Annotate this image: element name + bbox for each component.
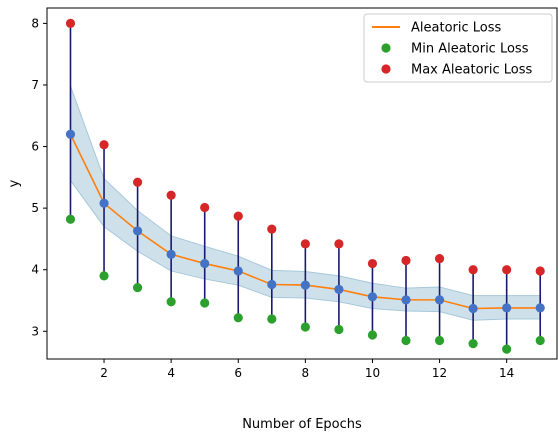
mean-point xyxy=(434,295,445,305)
mean-point xyxy=(367,292,378,302)
min-point xyxy=(132,282,143,293)
mean-point xyxy=(334,284,344,295)
mean-point xyxy=(65,129,76,139)
max-point xyxy=(166,190,176,200)
x-axis-label: Number of Epochs xyxy=(242,417,362,432)
min-point xyxy=(468,339,478,349)
min-point xyxy=(502,344,512,354)
max-point xyxy=(200,202,210,213)
max-point xyxy=(434,254,445,264)
mean-point xyxy=(166,249,176,259)
min-point xyxy=(334,324,344,335)
y-axis-label: y xyxy=(7,179,22,187)
min-point xyxy=(367,330,378,340)
x-tick-label: 12 xyxy=(432,366,447,380)
max-point xyxy=(367,258,378,269)
max-point xyxy=(267,224,277,234)
min-point xyxy=(65,214,76,224)
plot-frame xyxy=(46,7,558,360)
max-point xyxy=(233,211,243,221)
scatter-points xyxy=(65,18,545,354)
legend-entry-label: Aleatoric Loss xyxy=(411,21,501,36)
min-point xyxy=(401,335,411,346)
x-axis-ticks: 2 4 6 8 10 12 14 xyxy=(100,359,514,380)
mean-point xyxy=(99,198,109,208)
y-tick-label: 7 xyxy=(31,78,39,92)
x-tick-label: 4 xyxy=(167,366,175,380)
min-point xyxy=(535,335,545,346)
mean-point xyxy=(401,295,411,305)
max-point xyxy=(65,18,76,28)
mean-point xyxy=(132,226,143,236)
y-tick-label: 4 xyxy=(31,263,39,277)
min-point xyxy=(166,297,176,307)
mean-point xyxy=(300,280,310,290)
max-point xyxy=(300,239,310,249)
y-tick-label: 6 xyxy=(31,140,39,154)
min-point xyxy=(300,322,310,332)
max-point xyxy=(334,239,344,249)
x-tick-label: 10 xyxy=(365,366,380,380)
x-tick-label: 8 xyxy=(302,366,310,380)
legend-entry-label: Max Aleatoric Loss xyxy=(411,63,533,78)
mean-point xyxy=(267,279,277,290)
legend-entry-label: Min Aleatoric Loss xyxy=(411,42,529,57)
mean-point xyxy=(535,303,545,313)
max-point xyxy=(132,177,143,187)
y-tick-label: 3 xyxy=(31,324,39,338)
min-point xyxy=(267,314,277,324)
y-tick-label: 8 xyxy=(31,16,39,30)
mean-point xyxy=(468,303,478,314)
y-axis-ticks: 3 4 5 6 7 8 xyxy=(31,16,47,338)
mean-point xyxy=(502,303,512,313)
max-point xyxy=(535,266,545,276)
mean-point xyxy=(200,258,210,269)
legend-box xyxy=(363,13,553,83)
legend: Aleatoric Loss Min Aleatoric Loss Max Alea… xyxy=(363,13,553,83)
min-point xyxy=(434,335,445,346)
max-point xyxy=(99,140,109,150)
x-tick-label: 2 xyxy=(100,366,108,380)
legend-marker-swatch xyxy=(381,43,391,53)
max-point xyxy=(502,265,512,275)
y-tick-label: 5 xyxy=(31,201,39,215)
legend-marker-swatch xyxy=(381,64,391,74)
mean-point xyxy=(233,266,243,276)
min-point xyxy=(99,271,109,281)
x-tick-label: 14 xyxy=(499,366,514,380)
max-point xyxy=(468,265,478,275)
x-tick-label: 6 xyxy=(234,366,242,380)
max-point xyxy=(401,255,411,266)
min-point xyxy=(200,298,210,308)
min-point xyxy=(233,313,243,323)
